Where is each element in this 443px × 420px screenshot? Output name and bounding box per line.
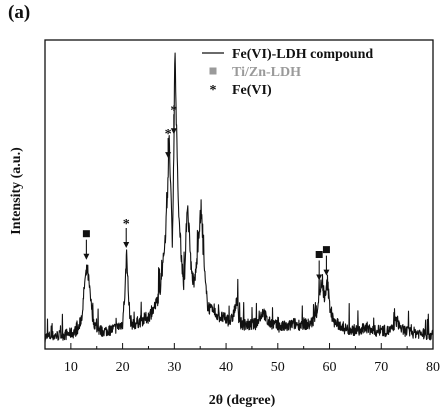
panel-label: (a) [8, 2, 31, 23]
arrow-head-icon [323, 269, 330, 276]
x-tick-label: 10 [64, 360, 78, 375]
x-tick-label: 70 [374, 360, 388, 375]
star-marker-icon: * [210, 83, 217, 98]
square-marker-icon [315, 251, 323, 258]
square-marker-icon [322, 246, 330, 254]
peak-annotations: * * * [82, 103, 330, 281]
x-tick-label: 80 [426, 360, 440, 375]
plot-area [44, 52, 434, 343]
legend-item-label: Fe(VI) [232, 83, 272, 98]
y-axis-label: Intensity (a.u.) [9, 147, 24, 235]
star-marker-icon: * [123, 217, 130, 232]
arrow-head-icon [316, 274, 323, 281]
x-tick-label: 50 [271, 360, 285, 375]
plot-frame [44, 39, 434, 350]
series-line-fe-vi-ldh-compound [44, 52, 434, 343]
arrow-head-icon [123, 242, 130, 248]
legend: Fe(VI)-LDH compound Ti/Zn-LDH * Fe(VI) [202, 47, 373, 98]
x-tick-label: 20 [116, 360, 130, 375]
x-axis-label: 2θ (degree) [209, 393, 276, 408]
star-marker-icon: * [170, 103, 177, 118]
arrow-head-icon [170, 128, 177, 135]
legend-item-label: Fe(VI)-LDH compound [232, 47, 373, 62]
square-marker-icon [82, 230, 90, 238]
x-tick-label: 30 [167, 360, 181, 375]
x-tick-label: 60 [323, 360, 337, 375]
x-tick-label: 40 [219, 360, 233, 375]
arrow-head-icon [165, 152, 172, 159]
x-axis: 10 20 30 40 50 60 70 80 [44, 343, 440, 375]
arrow-head-icon [83, 253, 90, 260]
star-marker-icon: * [165, 127, 172, 142]
square-marker-icon [209, 67, 217, 75]
legend-item-label: Ti/Zn-LDH [232, 65, 301, 80]
